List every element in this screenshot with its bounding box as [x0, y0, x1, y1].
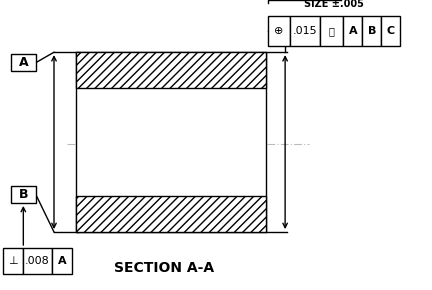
- Text: A: A: [349, 26, 357, 36]
- Bar: [76, 52, 266, 232]
- Bar: [11, 54, 36, 71]
- Bar: [11, 186, 36, 203]
- Text: SIZE ±.005: SIZE ±.005: [304, 0, 364, 9]
- Bar: [23, 248, 52, 274]
- Bar: [3, 248, 23, 274]
- Bar: [76, 196, 266, 232]
- Text: .015: .015: [292, 26, 318, 36]
- Bar: [290, 16, 320, 46]
- Text: C: C: [387, 26, 395, 36]
- Text: .008: .008: [25, 256, 50, 266]
- Text: A: A: [19, 56, 28, 69]
- Text: ⊕: ⊕: [274, 26, 284, 36]
- Text: A: A: [58, 256, 66, 266]
- Text: B: B: [19, 188, 28, 201]
- Text: Ⓜ: Ⓜ: [329, 26, 334, 36]
- Bar: [343, 16, 362, 46]
- Bar: [76, 52, 266, 88]
- Text: SECTION A-A: SECTION A-A: [114, 261, 214, 275]
- Bar: [320, 16, 343, 46]
- Bar: [381, 16, 400, 46]
- Bar: [362, 16, 381, 46]
- Bar: [268, 16, 290, 46]
- Text: ⊥: ⊥: [8, 256, 18, 266]
- Bar: [52, 248, 72, 274]
- Text: B: B: [368, 26, 376, 36]
